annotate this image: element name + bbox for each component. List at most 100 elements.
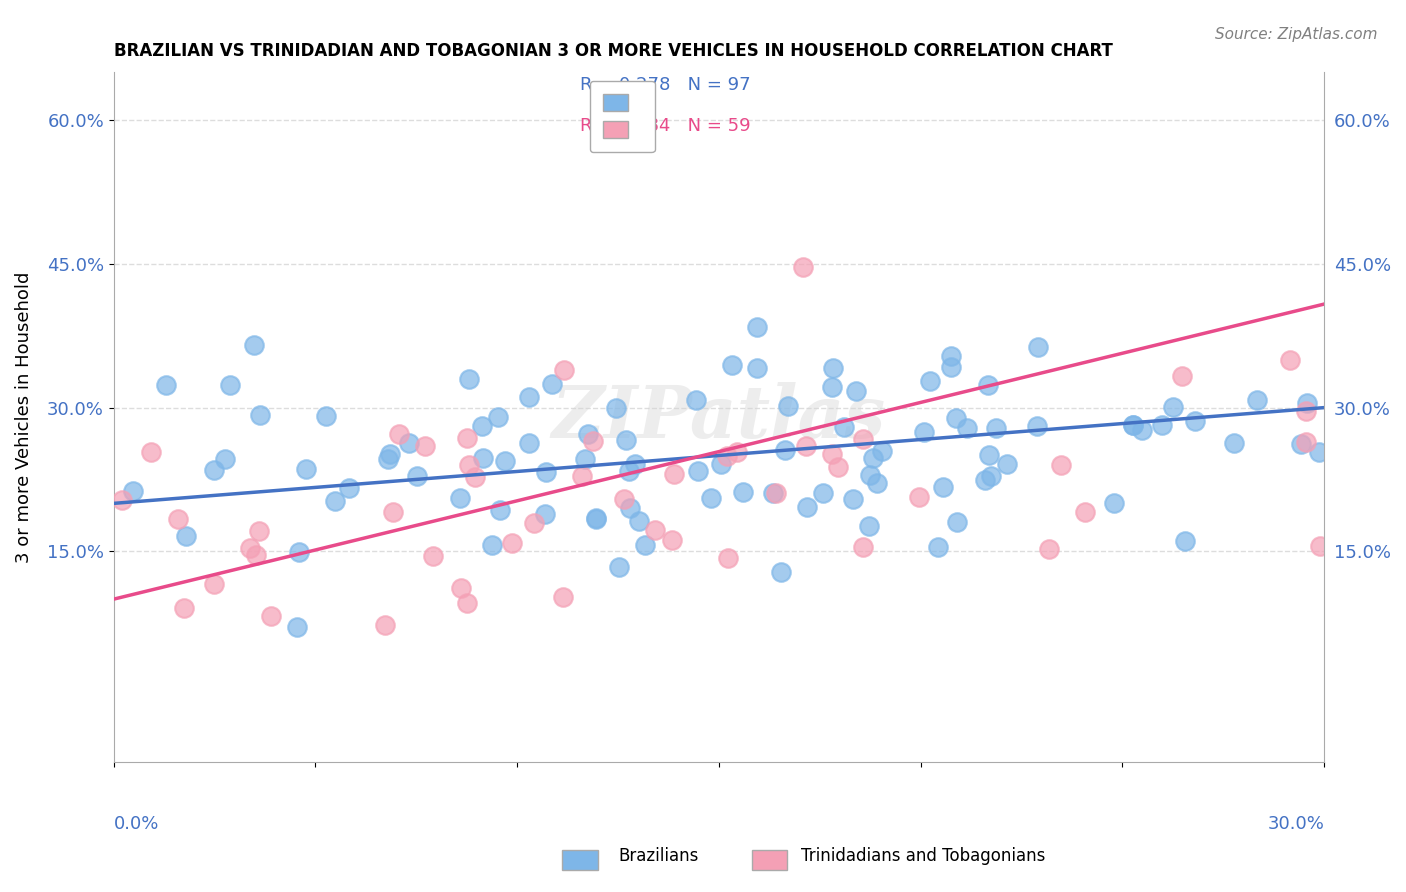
- Point: [1289, 437, 1312, 451]
- Point: [571, 469, 593, 483]
- Point: [859, 468, 882, 483]
- Point: [688, 464, 710, 478]
- Point: [613, 491, 636, 506]
- Point: [378, 446, 401, 460]
- Point: [1222, 436, 1244, 450]
- Point: [685, 392, 707, 407]
- Point: [141, 445, 163, 459]
- Point: [1171, 368, 1194, 383]
- Point: [585, 511, 607, 525]
- Point: [323, 493, 346, 508]
- Point: [725, 445, 748, 459]
- Point: [1163, 400, 1185, 414]
- Point: [1246, 392, 1268, 407]
- Point: [551, 591, 574, 605]
- Point: [295, 462, 318, 476]
- Point: [792, 260, 814, 275]
- Point: [540, 377, 562, 392]
- Point: [1152, 418, 1174, 433]
- Point: [720, 358, 742, 372]
- Point: [1365, 404, 1388, 418]
- Point: [1395, 473, 1406, 487]
- Point: [458, 458, 481, 472]
- Point: [956, 421, 979, 435]
- Point: [260, 608, 283, 623]
- Point: [374, 618, 396, 632]
- Point: [288, 545, 311, 559]
- Point: [858, 518, 880, 533]
- Point: [931, 480, 953, 494]
- Point: [821, 447, 844, 461]
- Point: [458, 372, 481, 386]
- Point: [456, 596, 478, 610]
- Point: [155, 378, 177, 392]
- Point: [214, 452, 236, 467]
- Point: [576, 427, 599, 442]
- Point: [973, 473, 995, 487]
- Point: [939, 359, 962, 374]
- Point: [627, 514, 650, 528]
- Point: [501, 535, 523, 549]
- Point: [633, 538, 655, 552]
- Point: [204, 463, 226, 477]
- Point: [1295, 435, 1317, 450]
- Point: [450, 581, 472, 595]
- Point: [1130, 423, 1153, 437]
- Point: [464, 470, 486, 484]
- Point: [842, 492, 865, 507]
- Point: [662, 467, 685, 481]
- Point: [486, 409, 509, 424]
- Point: [471, 419, 494, 434]
- Point: [456, 431, 478, 445]
- Point: [111, 493, 134, 508]
- Point: [995, 457, 1018, 471]
- Point: [536, 465, 558, 479]
- Point: [979, 449, 1001, 463]
- Point: [765, 485, 787, 500]
- Point: [796, 500, 818, 514]
- Point: [852, 433, 875, 447]
- Legend: , : ,: [589, 81, 655, 153]
- Point: [821, 380, 844, 394]
- Point: [731, 485, 754, 500]
- Text: 30.0%: 30.0%: [1267, 814, 1324, 832]
- Point: [920, 374, 942, 388]
- Point: [494, 454, 516, 468]
- Point: [413, 439, 436, 453]
- Point: [1026, 340, 1049, 354]
- Point: [770, 565, 793, 579]
- Point: [1308, 445, 1330, 459]
- Point: [1295, 396, 1317, 410]
- Text: Trinidadians and Tobagonians: Trinidadians and Tobagonians: [801, 847, 1046, 865]
- Point: [710, 457, 733, 471]
- Point: [845, 384, 868, 398]
- Point: [167, 512, 190, 526]
- Point: [1050, 458, 1073, 472]
- Point: [218, 378, 240, 392]
- Point: [624, 458, 647, 472]
- Text: Source: ZipAtlas.com: Source: ZipAtlas.com: [1215, 27, 1378, 42]
- Point: [582, 434, 605, 449]
- Point: [174, 529, 197, 543]
- Point: [533, 507, 555, 521]
- Point: [908, 490, 931, 504]
- Point: [377, 452, 399, 467]
- Y-axis label: 3 or more Vehicles in Household: 3 or more Vehicles in Household: [15, 271, 32, 563]
- Point: [315, 409, 337, 423]
- Text: ZIPatlas: ZIPatlas: [553, 382, 886, 452]
- Point: [481, 538, 503, 552]
- Point: [644, 523, 666, 537]
- Point: [941, 349, 963, 363]
- Point: [986, 421, 1008, 435]
- Point: [832, 420, 855, 434]
- Point: [866, 476, 889, 491]
- Point: [605, 401, 627, 416]
- Point: [762, 486, 785, 500]
- Point: [794, 439, 817, 453]
- Point: [422, 549, 444, 564]
- Point: [388, 427, 411, 442]
- Point: [1122, 417, 1144, 432]
- Point: [747, 319, 769, 334]
- Point: [912, 425, 935, 440]
- Point: [607, 560, 630, 574]
